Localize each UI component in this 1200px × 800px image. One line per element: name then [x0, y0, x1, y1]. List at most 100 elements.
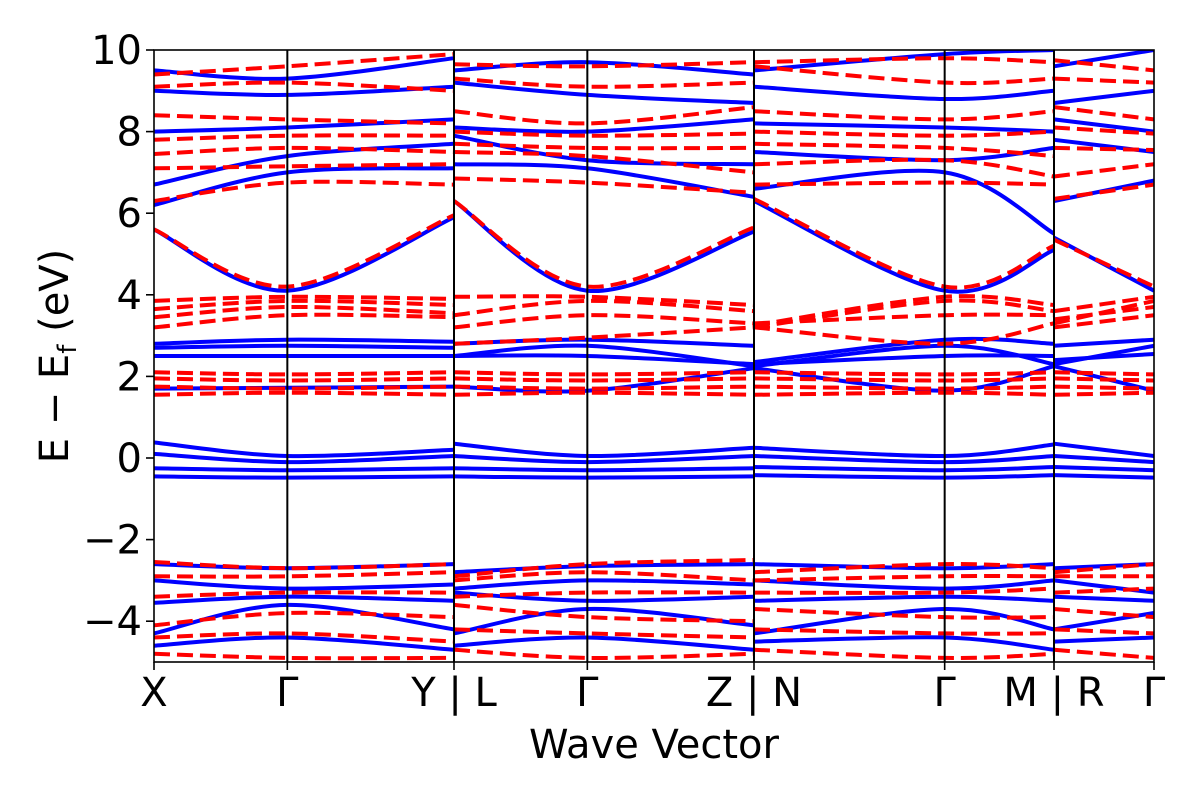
dashed-band-line	[154, 370, 455, 377]
dashed-band-line	[753, 109, 1055, 122]
dashed-band-line	[154, 145, 455, 156]
solid-band-line	[453, 441, 755, 459]
x-tick-label: Z | N	[706, 670, 802, 716]
y-tick-label: 8	[117, 110, 142, 156]
dashed-band-line	[753, 607, 1055, 620]
solid-band-line	[1053, 594, 1154, 603]
dashed-band-line	[154, 610, 455, 628]
y-tick-label: 4	[117, 273, 142, 319]
solid-band-line	[1053, 50, 1154, 69]
dashed-band-line	[453, 298, 755, 318]
solid-band-line	[1053, 343, 1154, 367]
dashed-band-line	[1053, 294, 1154, 314]
solid-band-line	[753, 454, 1055, 465]
dashed-band-line	[1053, 125, 1154, 136]
solid-band-line	[1053, 635, 1154, 644]
x-tick-label: X	[140, 670, 167, 716]
solid-band-line	[753, 594, 1055, 603]
x-tick-label: Γ	[276, 670, 299, 716]
solid-band-line	[753, 121, 1055, 134]
dashed-band-line	[753, 312, 1055, 326]
y-axis-title-main: E − E	[32, 354, 78, 464]
dashed-band-line	[154, 384, 455, 391]
dashed-band-line	[1053, 376, 1154, 383]
dashed-band-line	[154, 376, 455, 383]
solid-band-line	[753, 578, 1055, 591]
solid-band-line	[1053, 465, 1154, 473]
dashed-band-line	[154, 113, 455, 126]
dashed-band-line	[753, 197, 1055, 290]
dashed-band-line	[154, 52, 455, 77]
dashed-band-line	[1053, 105, 1154, 122]
dashed-band-line	[453, 376, 755, 383]
solid-band-line	[154, 343, 455, 350]
dashed-band-line	[753, 56, 1055, 65]
y-tick-label: −2	[83, 518, 142, 564]
dashed-band-line	[453, 570, 755, 583]
dashed-band-line	[154, 631, 455, 644]
dashed-band-line	[154, 213, 455, 289]
dashed-band-line	[453, 558, 755, 579]
dashed-band-line	[753, 180, 1055, 187]
dashed-band-line	[453, 325, 755, 346]
dashed-band-line	[453, 647, 755, 660]
dashed-band-line	[453, 590, 755, 599]
dashed-band-line	[453, 76, 755, 89]
solid-band-line	[753, 606, 1055, 636]
dashed-band-line	[453, 176, 755, 195]
x-tick-label: M | R	[1003, 670, 1104, 716]
dashed-band-line	[453, 141, 755, 151]
solid-band-line	[154, 474, 455, 480]
solid-band-line	[753, 473, 1055, 480]
dashed-band-line	[1053, 237, 1154, 289]
dashed-band-line	[1053, 298, 1154, 326]
x-tick-label: Γ	[576, 670, 599, 716]
solid-band-line	[753, 84, 1055, 102]
dashed-band-line	[154, 390, 455, 397]
dashed-band-line	[453, 627, 755, 640]
dashed-band-line	[453, 602, 755, 624]
solid-band-line	[753, 562, 1055, 571]
dashed-band-line	[753, 294, 1055, 328]
dashed-band-line	[154, 133, 455, 142]
dashed-band-line	[453, 370, 755, 377]
solid-band-line	[154, 466, 455, 473]
solid-band-line	[1053, 454, 1154, 465]
dashed-band-line	[154, 590, 455, 599]
dashed-band-line	[154, 560, 455, 571]
solid-band-line	[453, 474, 755, 480]
plot-frame	[153, 49, 1155, 663]
y-tick-label: 2	[117, 354, 142, 400]
solid-band-line	[154, 56, 455, 81]
solid-band-line	[1053, 441, 1154, 458]
solid-band-line	[1053, 578, 1154, 595]
dashed-band-line	[753, 321, 1055, 346]
solid-band-line	[753, 635, 1055, 652]
dashed-band-line	[1053, 384, 1154, 391]
x-tick-label: Γ	[934, 670, 957, 716]
x-axis-title: Wave Vector	[529, 722, 780, 768]
solid-band-line	[154, 578, 455, 591]
solid-band-line	[154, 337, 455, 346]
dashed-band-line	[154, 179, 455, 203]
dashed-band-line	[453, 313, 755, 330]
dashed-band-line	[453, 60, 755, 69]
solid-band-line	[154, 594, 455, 605]
dashed-band-line	[453, 390, 755, 397]
solid-band-line	[453, 635, 755, 652]
y-tick-label: 10	[91, 28, 142, 74]
y-tick-label: 6	[117, 191, 142, 237]
x-tick-label: Γ	[1143, 670, 1166, 716]
dashed-band-line	[753, 298, 1055, 330]
dashed-band-line	[1053, 182, 1154, 201]
solid-band-line	[753, 343, 1055, 369]
dashed-band-line	[453, 150, 755, 175]
y-axis-title-sub: f	[53, 344, 83, 354]
dashed-band-line	[154, 298, 455, 312]
solid-band-line	[154, 602, 455, 636]
dashed-band-line	[753, 141, 1055, 159]
dashed-band-line	[154, 312, 455, 330]
dashed-band-line	[154, 162, 455, 171]
dashed-band-line	[453, 384, 755, 391]
